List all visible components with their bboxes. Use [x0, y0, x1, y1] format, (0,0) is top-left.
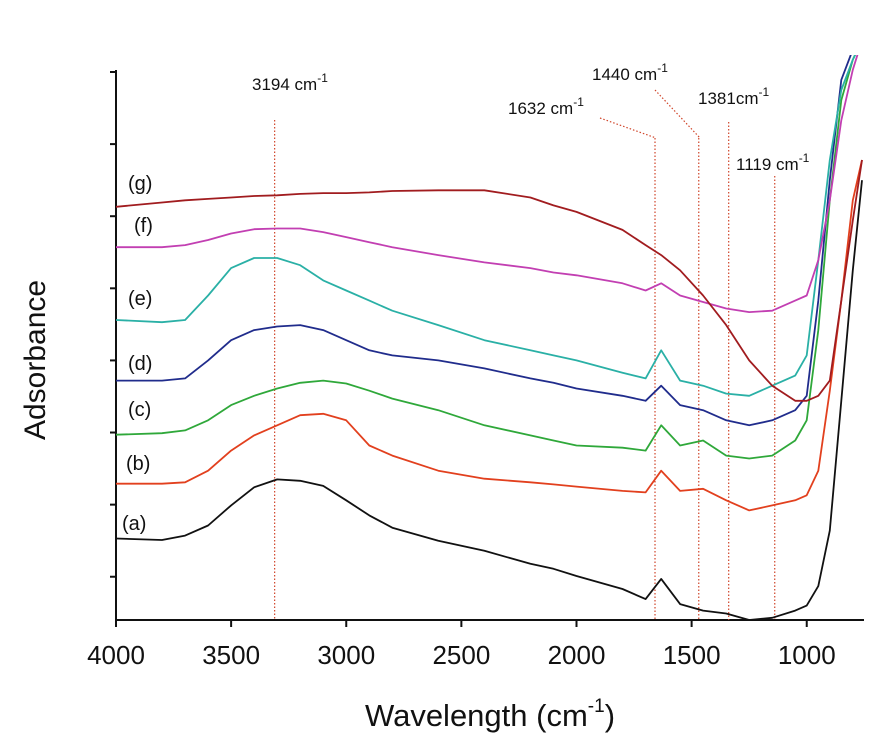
x-tick-label: 1500 [663, 640, 721, 670]
annotation-sup: -1 [573, 95, 584, 109]
x-tick-label: 1000 [778, 640, 836, 670]
series-label: (b) [126, 453, 150, 475]
annotation: 1440 cm-1 [592, 61, 668, 84]
spectrum-line [116, 159, 863, 512]
annotation-text: 1119 cm [736, 155, 799, 174]
annotation-leader [654, 89, 701, 139]
series-label: (g) [128, 173, 152, 195]
annotation-leader [599, 117, 657, 139]
x-axis-label-tail: ) [605, 698, 615, 733]
annotation: 1119 cm-1 [736, 151, 810, 174]
x-tick-label: 2000 [548, 640, 606, 670]
annotation-sup: -1 [657, 61, 668, 75]
series-label: (e) [128, 288, 152, 310]
x-axis-label: Wavelength (cm-1) [365, 696, 615, 733]
series-label: (d) [128, 353, 152, 375]
spectrum-line [116, 159, 863, 402]
annotation-text: 3194 cm [252, 75, 317, 94]
plot-area [116, 55, 863, 621]
annotation-sup: -1 [799, 151, 810, 165]
annotation: 1381cm-1 [698, 85, 769, 108]
annotation: 3194 cm-1 [252, 71, 328, 94]
y-axis-label: Adsorbance [19, 280, 52, 440]
x-axis-label-sup: -1 [588, 696, 605, 717]
series-label: (a) [122, 513, 146, 535]
spectrum-line [116, 55, 857, 397]
series-label: (c) [128, 399, 151, 421]
x-tick-label: 4000 [87, 640, 145, 670]
series-label: (f) [134, 215, 153, 237]
spectrum-line [116, 180, 863, 621]
annotation: 1632 cm-1 [508, 95, 584, 118]
x-tick-label: 3000 [317, 640, 375, 670]
annotation-sup: -1 [758, 85, 769, 99]
annotation-text: 1632 cm [508, 99, 573, 118]
annotation-text: 1440 cm [592, 65, 657, 84]
x-axis-label-text: Wavelength (cm [365, 698, 588, 733]
annotation-sup: -1 [317, 71, 328, 85]
x-tick-label: 2500 [432, 640, 490, 670]
spectrum-line [116, 55, 859, 313]
x-tick-label: 3500 [202, 640, 260, 670]
annotation-text: 1381cm [698, 89, 758, 108]
spectrum-line [116, 55, 857, 460]
spectrum-line [116, 55, 852, 427]
